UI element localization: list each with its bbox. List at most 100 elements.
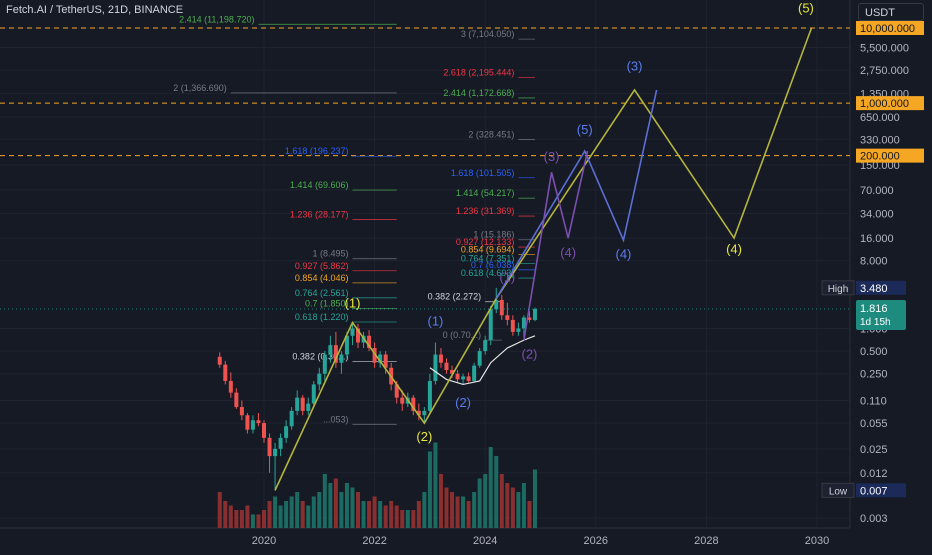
volume-bar [433,442,438,528]
fib-level-label: 0.927 (12.133) [456,237,515,247]
candle-body [250,420,255,430]
volume-bar [472,492,477,528]
price-tick-label: 2,750.000 [860,65,909,77]
volume-bar [350,487,355,528]
volume-bar [217,492,222,528]
candle-body [223,364,228,381]
fib-level-label: 2.414 (1,172.668) [443,88,514,98]
wave-label: (4) [560,245,576,260]
volume-bar [488,447,493,528]
fib-level-label: 1.414 (54.217) [456,188,515,198]
volume-bar [405,510,410,528]
time-tick-label: 2022 [362,535,386,547]
candle-body [477,351,482,366]
volume-bar [416,501,421,528]
fib-level-label: 1.618 (196.237) [285,146,349,156]
volume-bar [477,478,482,528]
fib-level-label: 0.7 (6.038) [471,260,515,270]
currency-selector[interactable]: USDT [858,3,924,21]
price-tag [856,300,906,331]
candle-body [289,410,294,427]
time-tick-label: 2028 [694,535,718,547]
candle-body [416,410,421,416]
price-tick-label: 0.003 [860,513,888,525]
wave-label: (2) [416,429,432,444]
candle-body [378,354,383,363]
candle-body [438,354,443,363]
countdown-label: 1d 15h [860,317,891,328]
candle-body [444,362,449,371]
price-tag [856,280,906,295]
candle-body [400,397,405,404]
price-tick-label: 5,500.000 [860,43,909,55]
price-tag-caption: Low [829,486,848,497]
wave-label: (1) [427,313,443,328]
price-tag [856,21,924,35]
price-tag-caption-box [821,482,855,498]
volume-bar [278,505,283,528]
volume-bar [499,474,504,528]
candle-body [372,347,377,363]
volume-bar [273,496,278,528]
price-tick-label: 34.000 [860,208,894,220]
volume-bar [223,501,228,528]
volume-bar [383,505,388,528]
candle-body [461,376,466,380]
fib-level-label: 1.414 (69.606) [290,180,349,190]
volume-bar [438,474,443,528]
fib-level-label: 2.414 (11,198.720) [179,14,254,24]
fib-level-label: 0.854 (9.694) [461,244,515,254]
price-tag-caption-box [821,280,855,296]
candle-body [333,345,338,363]
price-tick-label: 8.000 [860,256,888,268]
volume-bar [306,505,311,528]
candle-body [322,354,327,374]
wave-label: (3) [544,149,560,164]
fib-level-label: 0.854 (4.046) [295,273,349,283]
fib-level-label: 2 (328.451) [468,129,514,139]
candle-body [328,345,333,355]
volume-bar [389,501,394,528]
price-tick-label: 150.000 [860,160,900,172]
fib-level-label: 0.382 (2.272) [428,292,482,302]
candle-body [499,299,504,316]
fib-level-label: 1.236 (31.369) [456,206,515,216]
volume-bar [317,492,322,528]
volume-bar [532,469,537,528]
candle-body [217,356,222,365]
wave-label: (1) [499,270,515,285]
candle-body [488,309,493,341]
fib-level-label: 1.618 (101.505) [451,168,515,178]
wave-label: (3) [627,59,643,74]
candle-body [450,370,455,374]
volume-bar [250,514,255,528]
volume-bar [300,501,305,528]
time-tick-label: 2030 [805,535,829,547]
fib-level-label: 3 (7,104.050) [461,29,515,39]
volume-bar [372,496,377,528]
candle-body [267,437,272,457]
volume-bar [367,501,372,528]
candle-body [295,397,300,411]
volume-bar [400,510,405,528]
candle-body [483,340,488,352]
fib-level-label: ...053) [323,414,349,424]
candle-body [284,426,289,438]
candle-body [532,309,537,320]
volume-bar [494,456,499,528]
fib-level-label: 0.764 (7.351) [461,253,515,263]
candle-body [516,328,521,332]
candle-body [278,437,283,449]
candle-body [228,380,233,393]
elliott-wave-path [495,89,658,299]
volume-bar [516,492,521,528]
volume-bar [422,492,427,528]
volume-bar [450,492,455,528]
candle-body [472,365,477,381]
candle-body [422,410,427,416]
volume-bar [228,505,233,528]
time-tick-label: 2026 [584,535,608,547]
symbol-title[interactable]: Fetch.AI / TetherUS, 21D, BINANCE [6,4,184,16]
